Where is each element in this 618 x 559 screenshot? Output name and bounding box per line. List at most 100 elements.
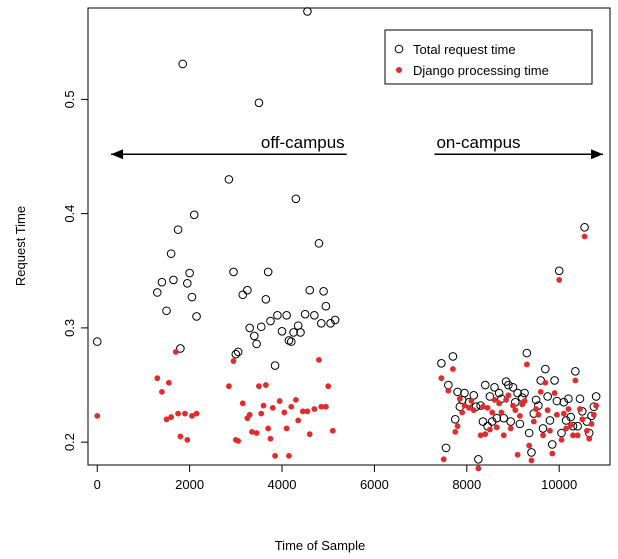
django-point [318, 403, 325, 410]
django-point [175, 410, 181, 417]
django-point [272, 452, 278, 459]
total-point [256, 322, 266, 332]
django-point [154, 375, 161, 382]
django-point [323, 403, 329, 410]
django-point [189, 412, 195, 419]
django-point [542, 379, 549, 386]
django-point [295, 417, 302, 424]
total-point [591, 392, 601, 401]
django-point [510, 402, 516, 409]
django-point [549, 450, 556, 457]
x-axis: 0 2000 4000 6000 8000 10000 [94, 465, 577, 492]
django-point [537, 388, 544, 395]
total-point [243, 285, 252, 295]
total-point [245, 323, 254, 333]
annotation-arrowhead [111, 149, 124, 160]
total-point [557, 428, 566, 438]
django-point [517, 412, 523, 419]
total-point [152, 288, 162, 297]
django-point [480, 403, 486, 410]
total-point [508, 383, 518, 392]
django-point [258, 410, 265, 417]
django-point [230, 358, 237, 364]
django-point [563, 425, 570, 432]
total-point [543, 392, 552, 401]
total-point [310, 311, 319, 320]
django-point [505, 392, 512, 399]
django-point [260, 402, 267, 409]
django-point [493, 424, 500, 431]
total-point [231, 349, 241, 359]
total-point [254, 98, 264, 108]
y-tick-label: 0.2 [62, 433, 77, 451]
django-point [306, 431, 313, 438]
total-point [524, 428, 534, 438]
django-point [256, 383, 262, 390]
total-point [494, 388, 504, 398]
total-point [527, 448, 536, 457]
django-point [450, 366, 456, 372]
x-tick-label: 10000 [541, 477, 577, 492]
annotation-label: on-campus [436, 133, 520, 152]
django-point [484, 404, 491, 411]
django-point [477, 432, 484, 439]
django-point [440, 456, 447, 463]
legend-marker-django [396, 67, 402, 73]
annotation-arrowhead [591, 149, 604, 160]
legend: Total request time Django processing tim… [384, 29, 593, 85]
django-point [288, 403, 295, 410]
total-point [460, 388, 469, 398]
django-point [475, 465, 482, 472]
django-point [521, 398, 528, 404]
django-point [445, 387, 452, 394]
total-point [316, 319, 326, 328]
total-point [273, 311, 282, 320]
total-point [480, 380, 490, 390]
x-axis-title: Time of Sample [275, 538, 366, 553]
total-point [513, 388, 522, 398]
django-point [466, 404, 473, 411]
django-point [163, 416, 170, 423]
django-point [512, 407, 519, 414]
django-point [560, 410, 567, 417]
total-point [189, 210, 199, 220]
django-point [235, 438, 242, 444]
total-point [296, 328, 305, 337]
total-point [229, 267, 238, 277]
total-point [437, 359, 446, 368]
django-point [325, 383, 332, 390]
django-point [491, 396, 498, 403]
django-point [489, 409, 496, 416]
legend-label-django: Django processing time [413, 63, 549, 78]
django-point [456, 395, 463, 402]
django-point [584, 427, 590, 434]
total-point [515, 419, 525, 429]
total-point [522, 348, 532, 358]
total-point [250, 331, 259, 341]
django-point [262, 382, 269, 388]
total-point [92, 337, 102, 346]
django-point [558, 436, 565, 443]
total-point [538, 424, 548, 433]
django-point [281, 409, 288, 416]
total-point [270, 361, 280, 370]
django-point [299, 408, 306, 415]
total-point [286, 337, 296, 346]
django-point [470, 407, 477, 414]
total-point [441, 443, 451, 453]
django-point [577, 406, 583, 412]
django-point [482, 431, 489, 438]
total-point [314, 239, 324, 248]
django-point [593, 402, 600, 409]
y-tick-label: 0.4 [62, 205, 77, 223]
django-point [193, 410, 200, 417]
total-point [554, 266, 564, 276]
total-point [305, 285, 315, 295]
django-point [486, 426, 493, 433]
total-point [303, 7, 312, 16]
django-point [265, 425, 272, 432]
total-point [233, 347, 243, 357]
total-point [478, 417, 488, 426]
django-point [547, 427, 553, 434]
